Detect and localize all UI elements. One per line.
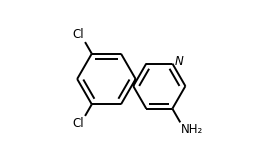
Text: Cl: Cl <box>73 28 84 41</box>
Text: NH₂: NH₂ <box>181 123 203 136</box>
Text: N: N <box>174 55 183 68</box>
Text: Cl: Cl <box>73 117 84 130</box>
